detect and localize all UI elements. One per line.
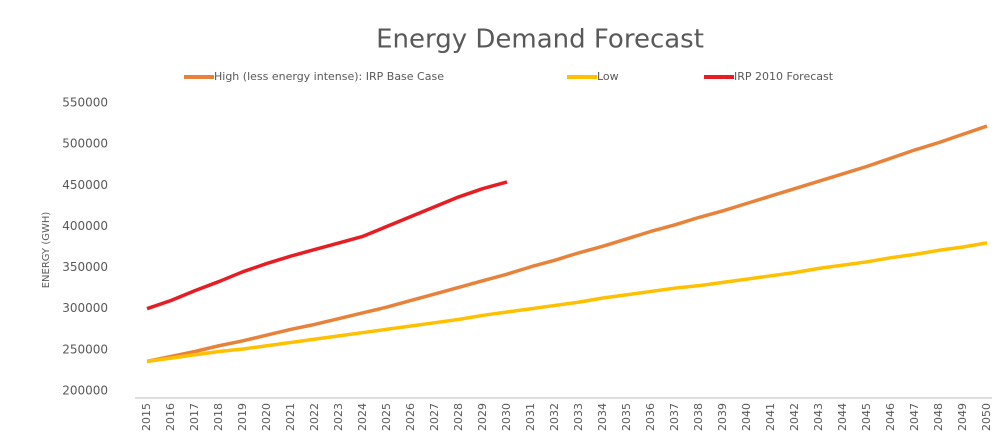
x-tick-label: 2019 [236,403,249,431]
y-tick-label: 350000 [62,260,108,274]
x-tick-label: 2039 [716,403,729,431]
x-tick-label: 2049 [956,403,969,431]
x-tick-label: 2030 [500,403,513,431]
x-tick-label: 2016 [164,403,177,431]
series-line [146,180,508,311]
chart-title: Energy Demand Forecast [376,25,704,55]
y-axis-label: ENERGY (GWH) [41,212,52,289]
x-tick-label: 2042 [788,403,801,431]
legend-label: IRP 2010 Forecast [734,70,834,83]
legend-label: Low [597,70,619,83]
x-tick-label: 2045 [860,403,873,431]
x-tick-label: 2031 [524,403,537,431]
x-tick-label: 2033 [572,403,585,431]
x-tick-label: 2025 [380,403,393,431]
x-tick-label: 2048 [932,403,945,431]
x-tick-label: 2035 [620,403,633,431]
y-tick-label: 400000 [62,219,108,233]
x-tick-label: 2027 [428,403,441,431]
x-tick-label: 2037 [668,403,681,431]
x-tick-label: 2047 [908,403,921,431]
y-tick-label: 450000 [62,178,108,192]
series-line [146,241,988,364]
x-tick-label: 2046 [884,403,897,431]
series-line [146,124,988,364]
x-tick-label: 2032 [548,403,561,431]
x-tick-label: 2043 [812,403,825,431]
x-tick-label: 2029 [476,403,489,431]
x-tick-label: 2041 [764,403,777,431]
legend-label: High (less energy intense): IRP Base Cas… [214,70,444,83]
y-tick-label: 500000 [62,137,108,151]
x-tick-label: 2024 [356,403,369,431]
x-tick-label: 2028 [452,403,465,431]
x-tick-label: 2022 [308,403,321,431]
x-tick-label: 2040 [740,403,753,431]
y-tick-label: 250000 [62,342,108,356]
x-tick-label: 2034 [596,403,609,431]
x-tick-label: 2023 [332,403,345,431]
x-tick-label: 2017 [188,403,201,431]
x-tick-label: 2020 [260,403,273,431]
y-tick-label: 300000 [62,301,108,315]
x-tick-label: 2038 [692,403,705,431]
x-tick-label: 2015 [140,403,153,431]
y-tick-label: 550000 [62,96,108,110]
x-tick-label: 2018 [212,403,225,431]
y-tick-label: 200000 [62,384,108,398]
x-tick-label: 2036 [644,403,657,431]
x-tick-label: 2050 [980,403,993,431]
x-tick-label: 2026 [404,403,417,431]
x-tick-label: 2044 [836,403,849,431]
x-tick-label: 2021 [284,403,297,431]
